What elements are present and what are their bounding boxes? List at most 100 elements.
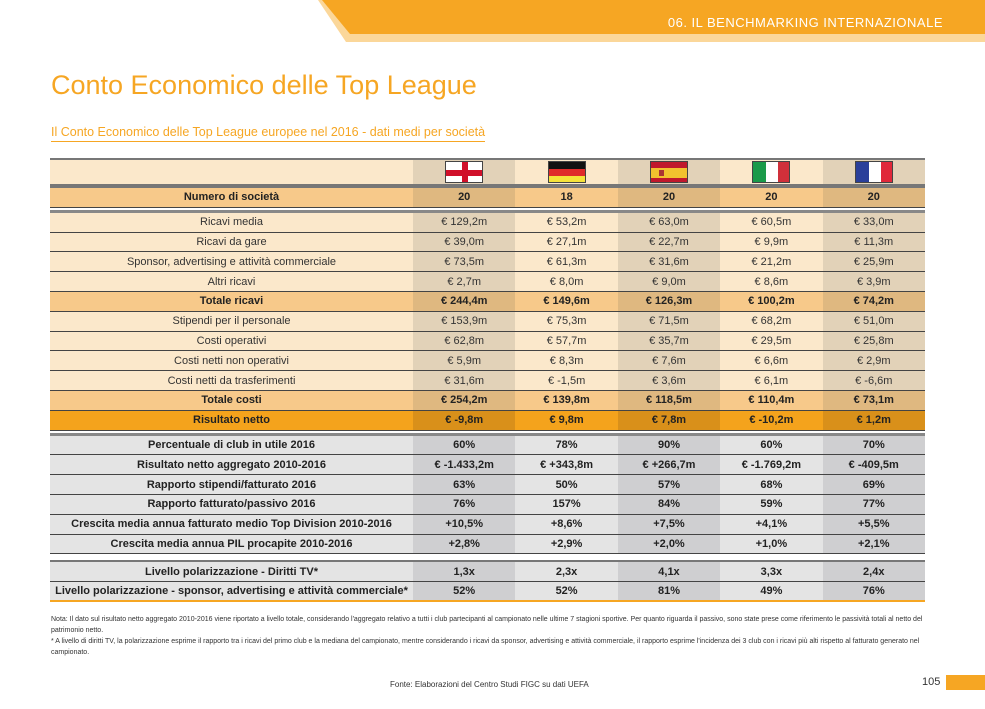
italy-flag-icon <box>752 161 791 183</box>
table-subtitle: Il Conto Economico delle Top League euro… <box>51 125 486 142</box>
value-cell: € 60,5m <box>720 212 823 232</box>
value-cell: € 57,7m <box>515 331 618 351</box>
table-row: Ricavi media € 129,2m € 53,2m € 63,0m € 60,5… <box>50 212 925 233</box>
value-cell: 76% <box>413 494 516 514</box>
value-cell: € 68,2m <box>720 311 823 331</box>
france-flag-icon <box>854 161 893 183</box>
value-cell: € 254,2m <box>413 390 516 410</box>
table-row: Totale costi € 254,2m € 139,8m € 118,5m € 11… <box>50 390 925 411</box>
value-cell: € 8,3m <box>515 351 618 371</box>
value-cell: € 39,0m <box>413 232 516 252</box>
value-cell: € 71,5m <box>617 311 721 331</box>
value-cell: € 29,5m <box>720 331 823 351</box>
value-cell: € 100,2m <box>720 291 823 311</box>
value-cell: 84% <box>617 494 721 514</box>
value-cell: 20 <box>720 188 823 207</box>
value-cell: € 63,0m <box>617 212 721 232</box>
value-cell: 90% <box>617 435 721 455</box>
table-row: Risultato netto aggregato 2010-2016 € -1.… <box>50 455 925 476</box>
note-1: Nota: Il dato sul risultato netto aggreg… <box>51 616 923 634</box>
value-cell: 69% <box>822 475 925 494</box>
value-cell: 20 <box>822 188 925 207</box>
value-cell: € 75,3m <box>515 311 618 331</box>
value-cell: € 51,0m <box>822 311 925 331</box>
value-cell: 4,1x <box>617 562 721 582</box>
value-cell: € 110,4m <box>720 390 823 410</box>
header-label-cell <box>50 160 413 184</box>
table-row: Livello polarizzazione - sponsor, advert… <box>50 582 925 602</box>
value-cell: € 2,9m <box>822 351 925 371</box>
value-cell: € 22,7m <box>617 232 721 252</box>
value-cell: € 1,2m <box>822 410 925 430</box>
value-cell: € 6,6m <box>720 351 823 371</box>
row-label: Crescita media annua PIL procapite 2010-… <box>50 534 413 554</box>
value-cell: 70% <box>822 435 925 455</box>
value-cell: 1,3x <box>413 562 516 582</box>
value-cell: 157% <box>515 494 618 514</box>
value-cell: € +343,8m <box>515 455 618 475</box>
table-divider <box>50 208 925 213</box>
value-cell: € 126,3m <box>617 291 721 311</box>
income-table: Numero di società 20 18 20 20 20 Ricavi media €… <box>50 158 925 602</box>
value-cell: 78% <box>515 435 618 455</box>
page-number: 105 <box>922 676 941 688</box>
table-row: Crescita media annua PIL procapite 2010-… <box>50 534 925 555</box>
value-cell: € 2,7m <box>413 272 516 291</box>
value-cell: 49% <box>720 582 823 600</box>
value-cell: € 3,9m <box>822 272 925 291</box>
flag-cell <box>822 160 925 184</box>
spain-flag-icon <box>649 161 688 183</box>
value-cell: +2,1% <box>822 534 925 554</box>
value-cell: +5,5% <box>822 514 925 534</box>
value-cell: € 25,9m <box>822 252 925 272</box>
table-row: Risultato netto € -9,8m € 9,8m € 7,8m € -10,… <box>50 410 925 431</box>
value-cell: € 129,2m <box>413 212 516 232</box>
value-cell: 76% <box>822 582 925 600</box>
value-cell: 52% <box>413 582 516 600</box>
value-cell: 60% <box>413 435 516 455</box>
value-cell: 59% <box>720 494 823 514</box>
value-cell: +2,9% <box>515 534 618 554</box>
value-cell: € -10,2m <box>720 410 823 430</box>
table-row: Rapporto fatturato/passivo 2016 76% 157% 84… <box>50 494 925 515</box>
table-divider <box>50 431 925 436</box>
value-cell: 52% <box>515 582 618 600</box>
value-cell: +7,5% <box>617 514 721 534</box>
value-cell: 2,3x <box>515 562 618 582</box>
row-label: Risultato netto <box>50 410 413 430</box>
row-label: Livello polarizzazione - sponsor, advert… <box>50 582 413 600</box>
value-cell: 3,3x <box>720 562 823 582</box>
value-cell: € 149,6m <box>515 291 618 311</box>
value-cell: € 8,0m <box>515 272 618 291</box>
flag-header-row <box>50 158 925 188</box>
value-cell: € 244,4m <box>413 291 516 311</box>
note-2: * A livello di diritti TV, la polarizzaz… <box>51 638 920 656</box>
row-label: Rapporto stipendi/fatturato 2016 <box>50 475 413 494</box>
value-cell: € 6,1m <box>720 371 823 390</box>
value-cell: 81% <box>617 582 721 600</box>
row-label: Costi operativi <box>50 331 413 351</box>
value-cell: € 3,6m <box>617 371 721 390</box>
value-cell: 20 <box>617 188 721 207</box>
value-cell: € 53,2m <box>515 212 618 232</box>
row-label: Rapporto fatturato/passivo 2016 <box>50 494 413 514</box>
value-cell: +4,1% <box>720 514 823 534</box>
value-cell: € 35,7m <box>617 331 721 351</box>
row-label: Totale ricavi <box>50 291 413 311</box>
row-label: Sponsor, advertising e attività commerci… <box>50 252 413 272</box>
value-cell: 68% <box>720 475 823 494</box>
value-cell: +2,8% <box>413 534 516 554</box>
row-label: Costi netti non operativi <box>50 351 413 371</box>
value-cell: € 9,0m <box>617 272 721 291</box>
value-cell: € -9,8m <box>413 410 516 430</box>
row-label: Totale costi <box>50 390 413 410</box>
value-cell: € 62,8m <box>413 331 516 351</box>
value-cell: € 7,8m <box>617 410 721 430</box>
value-cell: € 8,6m <box>720 272 823 291</box>
value-cell: € 9,9m <box>720 232 823 252</box>
table-row: Livello polarizzazione - Diritti TV* 1,3x… <box>50 562 925 583</box>
value-cell: € 73,5m <box>413 252 516 272</box>
value-cell: +2,0% <box>617 534 721 554</box>
value-cell: € 33,0m <box>822 212 925 232</box>
flag-cell <box>413 160 516 184</box>
